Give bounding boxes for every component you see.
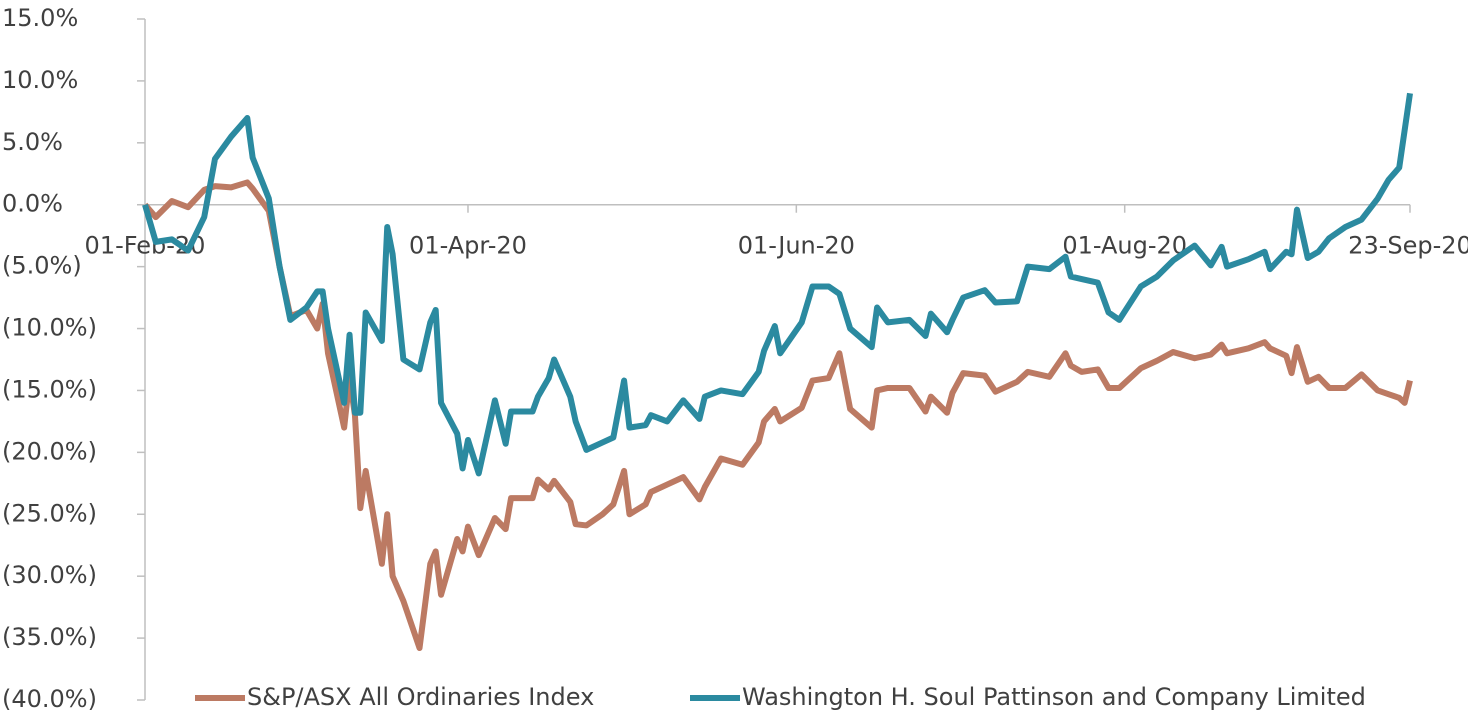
y-tick-label: (10.0%) bbox=[2, 314, 97, 342]
y-tick-label: (20.0%) bbox=[2, 437, 97, 465]
y-tick-label: 15.0% bbox=[2, 4, 78, 32]
x-tick-label: 01-Apr-20 bbox=[409, 232, 527, 260]
y-tick-label: (15.0%) bbox=[2, 375, 97, 403]
y-tick-label: 0.0% bbox=[2, 190, 63, 218]
y-tick-label: (25.0%) bbox=[2, 499, 97, 527]
x-tick-label: 23-Sep-20 bbox=[1348, 232, 1468, 260]
y-tick-label: 10.0% bbox=[2, 66, 78, 94]
y-tick-label: (30.0%) bbox=[2, 561, 97, 589]
x-tick-label: 01-Jun-20 bbox=[738, 232, 855, 260]
y-tick-label: (40.0%) bbox=[2, 685, 97, 713]
y-tick-label: 5.0% bbox=[2, 128, 63, 156]
y-tick-label: (35.0%) bbox=[2, 623, 97, 651]
x-tick-label: 01-Aug-20 bbox=[1062, 232, 1187, 260]
y-tick-label: (5.0%) bbox=[2, 252, 82, 280]
legend-label: Washington H. Soul Pattinson and Company… bbox=[742, 683, 1366, 711]
data-line bbox=[142, 92, 1413, 477]
legend-label: S&P/ASX All Ordinaries Index bbox=[247, 683, 594, 711]
